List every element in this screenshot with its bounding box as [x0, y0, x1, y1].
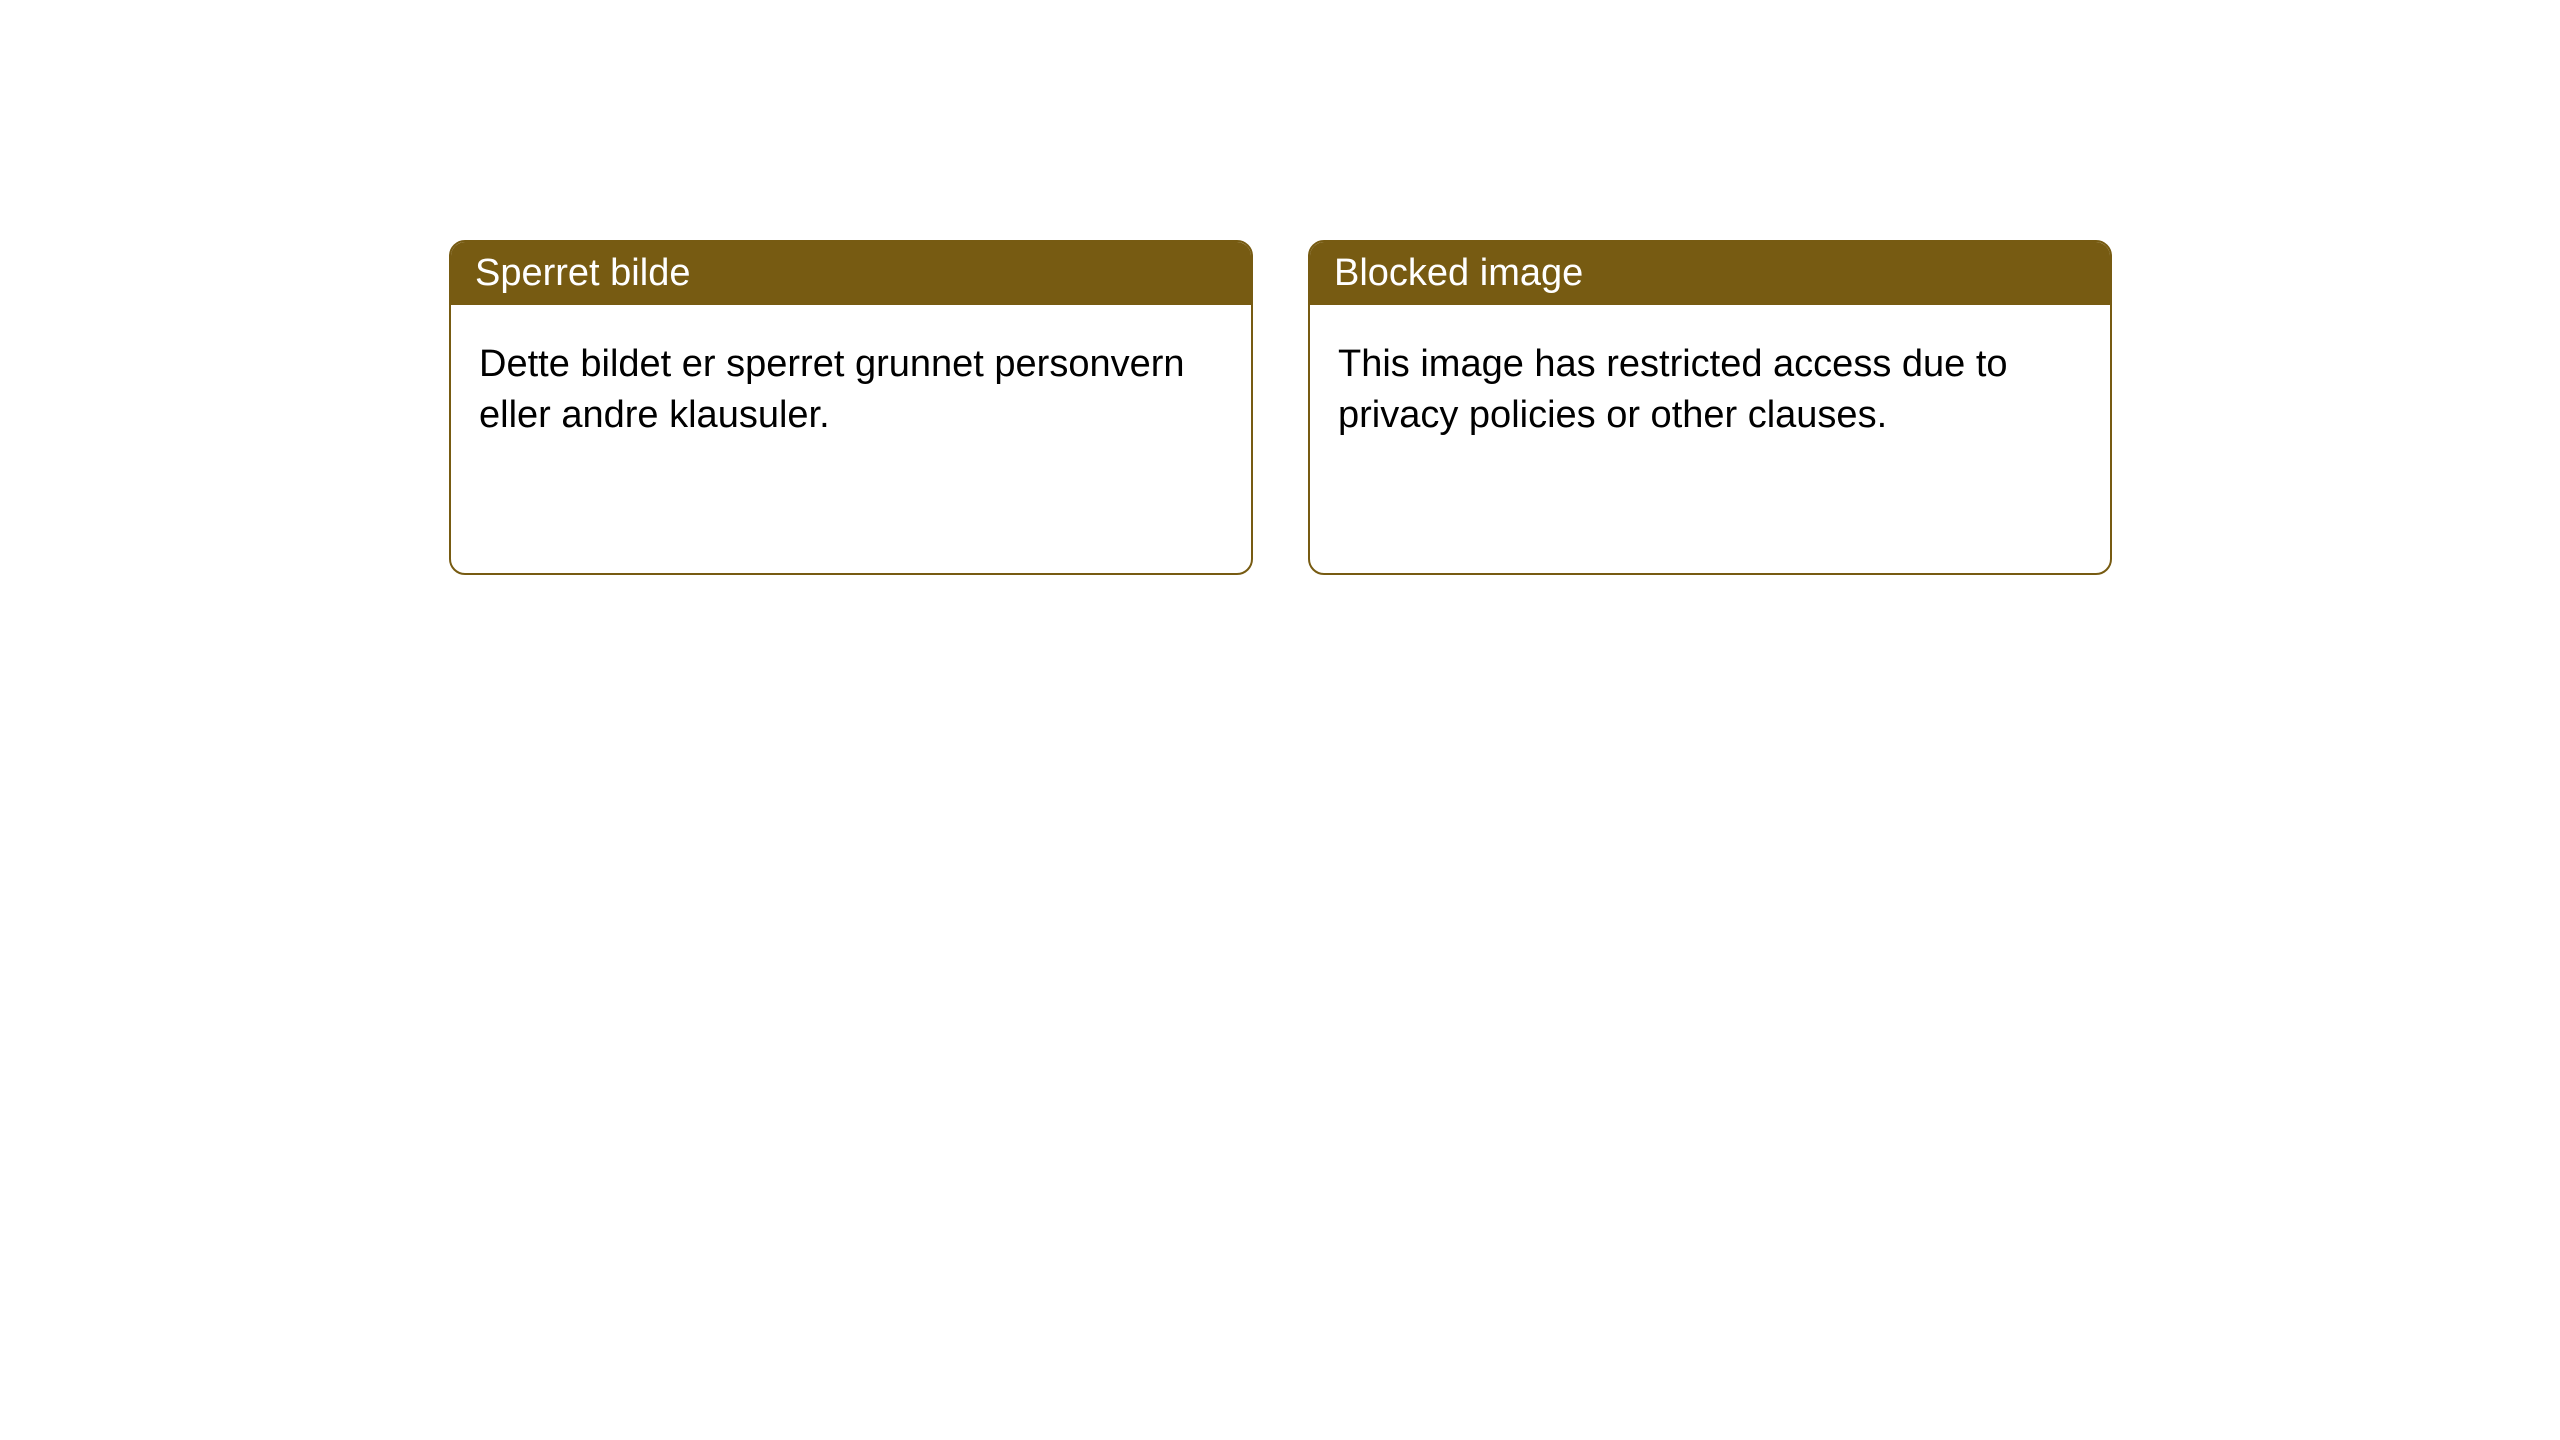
- notice-card-title: Sperret bilde: [451, 242, 1251, 305]
- notice-card-english: Blocked image This image has restricted …: [1308, 240, 2112, 575]
- notice-card-body: Dette bildet er sperret grunnet personve…: [451, 305, 1251, 476]
- notice-card-norwegian: Sperret bilde Dette bildet er sperret gr…: [449, 240, 1253, 575]
- notice-card-title: Blocked image: [1310, 242, 2110, 305]
- notice-card-body: This image has restricted access due to …: [1310, 305, 2110, 476]
- notice-cards-container: Sperret bilde Dette bildet er sperret gr…: [449, 240, 2560, 575]
